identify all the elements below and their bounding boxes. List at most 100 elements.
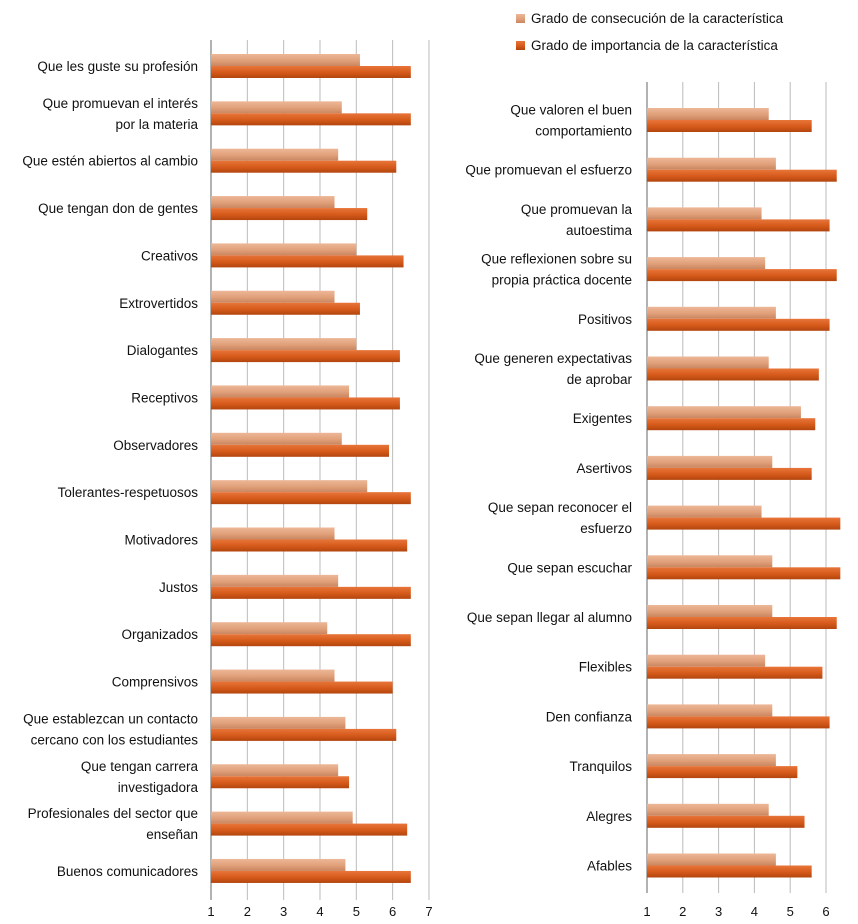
legend-label-achievement: Grado de consecución de la característic… [531,11,784,26]
x-tick-label: 4 [316,904,323,919]
bar-achievement [211,480,368,493]
bar-importance [647,120,812,132]
x-tick-label: 1 [207,904,214,919]
category-label: Creativos [141,248,198,263]
x-tick-label: 3 [715,904,722,919]
bar-importance [211,823,408,836]
x-tick-label: 4 [751,904,758,919]
x-tick-label: 2 [679,904,686,919]
bar-achievement [647,108,769,120]
category-label: Alegres [586,809,632,824]
bar-importance [211,350,400,363]
category-label: Flexibles [579,660,633,675]
category-label: Afables [587,859,632,874]
category-label: Buenos comunicadores [57,864,198,879]
category-label: enseñan [146,827,198,842]
x-tick-label: 5 [353,904,360,919]
bar-importance [211,870,411,883]
bar-importance [647,766,798,779]
bar-importance [647,219,830,232]
bar-importance [211,776,350,789]
bar-importance [647,716,830,729]
bar-achievement [211,527,335,540]
bar-achievement [211,385,350,398]
bar-importance [647,666,823,679]
bar-importance [211,255,404,268]
bar-importance [647,517,841,530]
category-label: cercano con los estudiantes [31,732,199,747]
bar-achievement [211,432,342,445]
bar-achievement [211,574,339,587]
bar-achievement [211,622,328,635]
category-label: propia práctica docente [492,273,632,288]
x-tick-label: 2 [244,904,251,919]
x-tick-label: 5 [787,904,794,919]
bar-achievement [647,605,773,617]
bar-importance [211,586,411,599]
bar-importance [211,397,400,410]
bar-achievement [647,257,766,270]
category-label: Motivadores [124,533,198,548]
bar-importance [211,728,397,741]
bar-importance [647,815,805,828]
chart-legend: Grado de consecución de la característic… [516,11,784,53]
bar-importance [211,160,397,173]
bar-achievement [211,243,357,256]
bar-importance [211,492,411,505]
bar-achievement [211,54,360,66]
bar-achievement [647,505,762,518]
bar-achievement [211,101,342,114]
category-label: esfuerzo [580,521,632,536]
bar-achievement [211,716,346,729]
bar-importance [211,634,411,647]
bar-importance [647,418,816,431]
category-label: de aprobar [567,372,633,387]
chart-right: 1 2 3 4 5 6 Que valoren el buen comportamiento Q… [465,82,841,919]
category-label: Que promuevan la [521,202,633,217]
category-label: Que tengan don de gentes [38,201,198,216]
category-label: Que sepan escuchar [507,560,632,575]
bar-importance [211,113,411,126]
bar-achievement [647,306,776,319]
bar-importance [211,208,368,221]
category-label: investigadora [118,780,199,795]
bar-importance [647,617,837,629]
bar-achievement [211,811,353,824]
bar-achievement [647,704,773,717]
category-label: Que sepan llegar al alumno [467,610,632,625]
bar-importance [211,66,411,78]
bar-importance [647,169,837,182]
bar-importance [211,444,390,457]
category-label: Organizados [121,627,198,642]
category-label: Extrovertidos [119,296,198,311]
bar-achievement [211,196,335,209]
category-label: Positivos [578,312,632,327]
bar-importance [647,467,812,480]
category-label: Justos [159,580,198,595]
category-label: Profesionales del sector que [28,806,198,821]
bar-achievement [647,157,776,170]
bar-importance [647,368,819,381]
bar-importance [211,681,393,694]
bar-achievement [211,858,346,871]
category-label: por la materia [115,117,198,132]
bar-achievement [211,338,357,351]
category-label: comportamiento [535,124,632,139]
legend-swatch-achievement [516,14,525,23]
bar-achievement [647,754,776,767]
bar-achievement [647,654,766,667]
bar-achievement [647,406,801,419]
bar-achievement [211,148,339,161]
category-label: Que estén abiertos al cambio [22,154,198,169]
category-label: Observadores [113,438,198,453]
x-tick-label: 1 [643,904,650,919]
bar-achievement [647,356,769,369]
bar-achievement [647,455,773,468]
bar-achievement [647,555,773,568]
chart-left: 1 2 3 4 5 6 7 Que les guste su profesión Que pro… [22,40,433,919]
legend-label-importance: Grado de importancia de la característic… [531,38,778,53]
bar-importance [211,302,360,315]
bar-achievement [211,669,335,682]
category-label: Que tengan carrera [81,759,199,774]
